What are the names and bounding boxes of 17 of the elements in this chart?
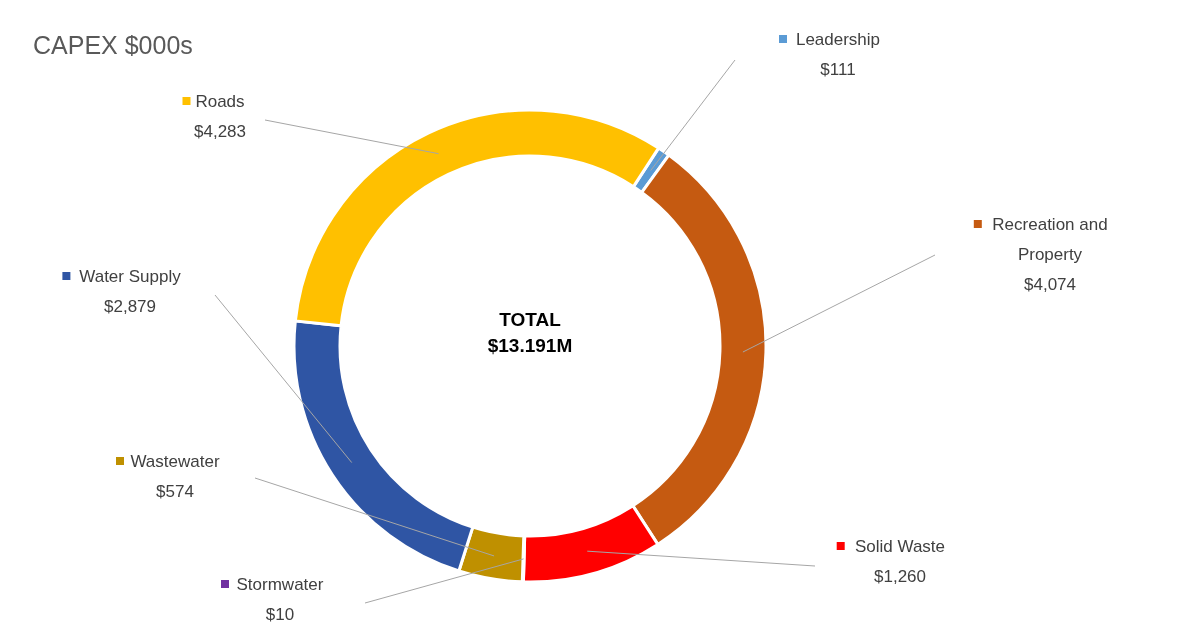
- data-label: $1,260: [874, 567, 926, 586]
- data-label: $4,283: [194, 122, 246, 141]
- chart-title: CAPEX $000s: [33, 31, 193, 59]
- data-label: $111: [820, 60, 856, 79]
- legend-label: Water Supply: [79, 267, 182, 286]
- legend-label: Solid Waste: [854, 537, 946, 556]
- legend-label: Stormwater: [236, 575, 324, 594]
- data-label: $2,879: [104, 297, 156, 316]
- text: $13.191M: [487, 335, 573, 356]
- legend-label: Roads: [195, 92, 245, 111]
- text: TOTAL: [499, 309, 562, 330]
- data-label: $4,074: [1024, 275, 1076, 294]
- legend-label: Recreation and Property: [992, 215, 1108, 264]
- legend-label: Leadership: [795, 30, 881, 49]
- legend-label: Wastewater: [130, 452, 220, 471]
- data-label: $10: [265, 605, 295, 624]
- data-label: $574: [156, 482, 194, 501]
